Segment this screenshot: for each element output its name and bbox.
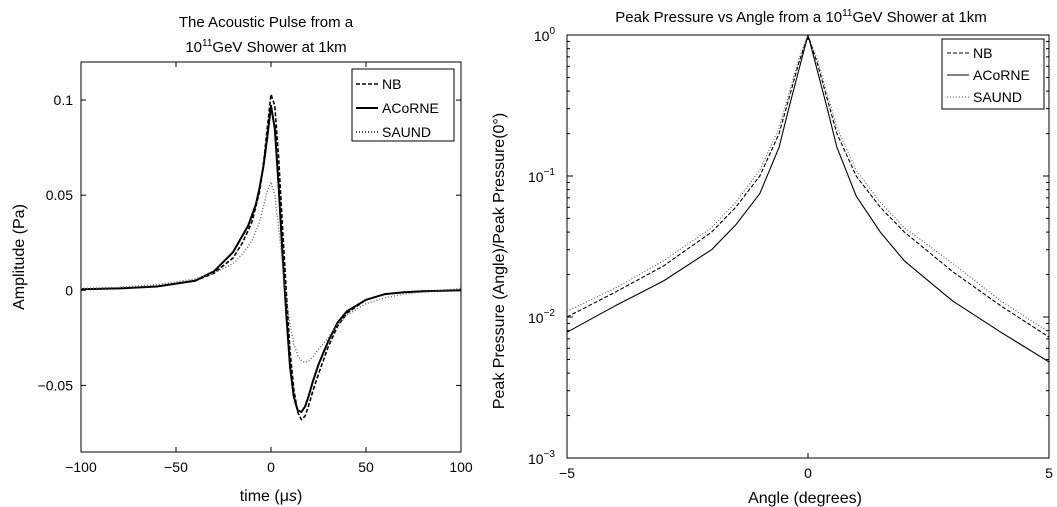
angle-ticks: −5 0 5 10−3 10−2 10−1 100 [528,26,1053,481]
pulse-ylabel: Amplitude (Pa) [11,204,28,310]
angle-chart: Peak Pressure vs Angle from a 1011GeV Sh… [491,8,1053,507]
pulse-legend: NB ACoRNE SAUND [351,68,455,142]
pulse-ytick-label: 0.1 [54,92,74,108]
angle-xtick-label: 5 [1045,465,1053,481]
pulse-xtick-label: 50 [358,459,374,475]
pulse-chart-title-line1: The Acoustic Pulse from a [179,14,354,31]
angle-legend-nb: NB [973,45,992,61]
angle-series-line-acorne [567,35,1049,363]
pulse-xtick-label: −100 [65,459,97,475]
pulse-xlabel: time (μs) [240,488,303,505]
angle-chart-title: Peak Pressure vs Angle from a 1011GeV Sh… [615,8,986,26]
angle-xtick-label: 0 [804,465,812,481]
angle-legend: NB ACoRNE SAUND [941,38,1045,110]
angle-xtick-label: −5 [559,465,575,481]
pulse-xtick-label: −50 [164,459,188,475]
pulse-chart: The Acoustic Pulse from a 1011GeV Shower… [11,14,473,505]
angle-legend-acorne: ACoRNE [973,67,1030,83]
angle-ytick-label: 10−1 [528,167,555,185]
angle-ytick-label: 100 [534,26,556,44]
pulse-xtick-label: 100 [449,459,473,475]
pulse-xtick-label: 0 [267,459,275,475]
angle-legend-saund: SAUND [973,89,1022,105]
angle-series-line-nb [567,35,1049,338]
angle-series [567,35,1049,363]
angle-xlabel: Angle (degrees) [748,490,862,507]
pulse-series-line-nb [81,93,461,421]
pulse-legend-nb: NB [382,76,401,92]
pulse-legend-saund: SAUND [382,124,431,140]
pulse-ytick-label: −0.05 [38,377,74,393]
pulse-legend-acorne: ACoRNE [382,100,439,116]
pulse-ticks: −100 −50 0 50 100 −0.05 0 0.05 0.1 [38,62,473,475]
angle-ytick-label: 10−3 [528,449,555,467]
pulse-ytick-label: 0 [65,282,73,298]
pulse-series-line-saund [81,181,461,364]
pulse-chart-title-line2: 1011GeV Shower at 1km [185,38,346,56]
pulse-ytick-label: 0.05 [46,187,73,203]
angle-ytick-label: 10−2 [528,308,555,326]
pulse-series-line-acorne [81,104,461,413]
angle-ylabel: Peak Pressure (Angle)/Peak Pressure(0°) [491,113,508,409]
pulse-series [81,93,461,421]
